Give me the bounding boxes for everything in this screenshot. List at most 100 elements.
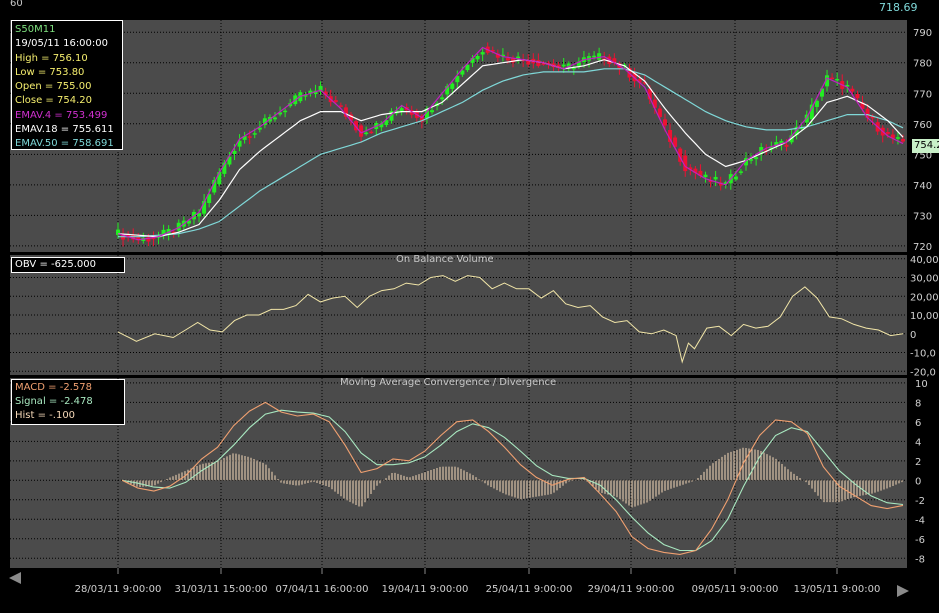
candle-body <box>278 112 283 115</box>
interval-label: 60 <box>10 0 23 9</box>
macd-tick-label: 2 <box>915 457 921 468</box>
price-tick-label: 760 <box>913 120 932 131</box>
candle-body <box>227 156 232 165</box>
candle-body <box>901 139 905 142</box>
candle-body <box>303 95 308 97</box>
candle-body <box>384 120 389 125</box>
candle-body <box>333 100 338 103</box>
candle-body <box>323 91 328 96</box>
candle-body <box>814 100 819 107</box>
candle-body <box>566 63 571 68</box>
x-tick-label: 25/04/11 9:00:00 <box>486 584 573 595</box>
last-price-value: 754.2 <box>914 140 939 151</box>
x-tick-label: 31/03/11 15:00:00 <box>174 584 267 595</box>
candle-body <box>500 54 505 57</box>
candle-body <box>212 180 217 193</box>
ema4-label: EMAV.4 = 753.499 <box>15 109 108 121</box>
candle-body <box>546 62 551 65</box>
candle-body <box>744 158 748 166</box>
obv-tick-label: 30,00 <box>910 274 939 285</box>
macd-panel-title: Moving Average Convergence / Divergence <box>340 377 557 388</box>
candle-body <box>308 90 313 94</box>
candle-body <box>576 61 581 66</box>
macd-tick-label: 6 <box>915 418 921 429</box>
candle-body <box>430 110 434 113</box>
candle-body <box>612 58 617 63</box>
macd-tick-label: -4 <box>915 515 925 526</box>
candle-body <box>678 148 683 162</box>
candle-body <box>850 88 855 92</box>
candle-body <box>450 83 455 89</box>
candle-body <box>516 56 521 59</box>
candle-body <box>561 64 566 67</box>
candle-body <box>409 110 414 115</box>
ema18-label: EMAV.18 = 755.611 <box>15 124 114 136</box>
price-tick-label: 750 <box>913 150 932 161</box>
candle-body <box>440 97 445 100</box>
candle-body <box>511 57 516 63</box>
candle-body <box>399 108 404 112</box>
candle-body <box>116 229 120 235</box>
candle-body <box>723 182 728 185</box>
obv-value-label: OBV = -625.000 <box>15 259 96 270</box>
candle-body <box>779 140 784 144</box>
candle-body <box>592 55 597 58</box>
candle-body <box>146 237 151 242</box>
obv-tick-label: 0 <box>910 330 916 341</box>
candle-body <box>642 82 647 84</box>
candle-body <box>338 105 343 107</box>
candle-body <box>475 56 480 60</box>
ema50-line <box>118 68 904 238</box>
signal-line <box>121 409 904 552</box>
obv-tick-label: 20,00 <box>910 292 939 303</box>
obv-tick-label: -10,0 <box>910 349 936 360</box>
last-price-tag: 754.2 <box>912 139 939 153</box>
candle-body <box>632 71 637 82</box>
candle-body <box>536 60 541 66</box>
macd-histogram <box>124 447 903 508</box>
x-tick-label: 13/05/11 9:00:00 <box>794 584 881 595</box>
x-tick-label: 19/04/11 9:00:00 <box>382 584 469 595</box>
candle-body <box>247 136 252 138</box>
candle-body <box>354 121 359 131</box>
ema50-label: EMAV.50 = 758.691 <box>15 138 114 150</box>
candle-body <box>774 142 779 146</box>
candle-body <box>480 52 485 55</box>
candle-body <box>698 170 703 177</box>
macd-tick-label: 4 <box>915 437 921 448</box>
candle-body <box>754 157 759 160</box>
candle-body <box>176 222 181 231</box>
candle-body <box>890 134 895 139</box>
signal-value-label: Signal = -2.478 <box>15 396 93 407</box>
candle-body <box>364 132 369 135</box>
price-panel[interactable] <box>10 20 907 252</box>
scroll-right-arrow[interactable] <box>897 585 909 597</box>
candle-body <box>171 231 176 234</box>
candle-body <box>283 110 288 113</box>
candle-body <box>668 130 673 142</box>
ema4-line <box>117 46 904 241</box>
candle-body <box>359 125 364 137</box>
macd-tick-label: 10 <box>915 379 928 390</box>
price-tick-label: 780 <box>913 59 932 70</box>
candle-body <box>419 115 424 122</box>
candle-body <box>257 127 262 130</box>
candle-body <box>455 76 460 83</box>
candle-body <box>718 182 723 186</box>
candle-body <box>662 119 667 126</box>
candle-body <box>151 237 156 240</box>
x-tick-label: 07/04/11 16:00:00 <box>275 584 368 595</box>
candle-body <box>835 79 840 81</box>
low-label: Low = 753.80 <box>15 66 85 78</box>
candle-body <box>855 94 860 99</box>
x-tick-label: 29/04/11 9:00:00 <box>588 584 675 595</box>
macd-tick-label: 0 <box>915 476 921 487</box>
candle-body <box>784 144 789 147</box>
price-tick-label: 740 <box>913 181 932 192</box>
candle-body <box>273 117 277 120</box>
scroll-left-arrow[interactable] <box>9 572 21 584</box>
candle-body <box>161 229 166 236</box>
header-price-value: 718.69 <box>879 1 918 14</box>
